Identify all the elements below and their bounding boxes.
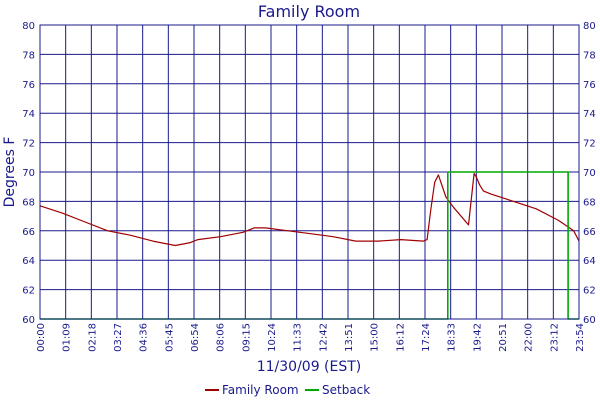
- y-tick-label-right: 66: [583, 227, 596, 238]
- x-tick-label: 20:51: [498, 323, 509, 352]
- y-tick-label-left: 68: [22, 197, 35, 208]
- x-tick-label: 16:12: [395, 323, 406, 352]
- x-tick-label: 04:36: [139, 323, 150, 352]
- x-tick-label: 10:24: [267, 323, 278, 352]
- chart-title: Family Room: [258, 2, 360, 21]
- y-tick-label-right: 74: [583, 109, 596, 120]
- series-line-family-room: [39, 172, 580, 247]
- x-tick-label: 22:00: [524, 323, 535, 352]
- y-tick-label-left: 60: [22, 315, 35, 326]
- y-tick-label-left: 66: [22, 227, 35, 238]
- x-tick-label: 08:06: [216, 323, 227, 352]
- legend-label-family-room: Family Room: [222, 383, 299, 397]
- y-tick-label-right: 68: [583, 197, 596, 208]
- x-tick-label: 23:12: [549, 323, 560, 352]
- x-tick-label: 12:42: [318, 323, 329, 352]
- legend: Family Room Setback: [205, 383, 370, 397]
- x-tick-label: 05:45: [164, 323, 175, 352]
- y-tick-label-right: 62: [583, 286, 596, 297]
- x-tick-label: 18:33: [447, 323, 458, 352]
- x-tick-label: 01:09: [62, 323, 73, 352]
- x-tick-label: 13:51: [344, 323, 355, 352]
- x-tick-label: 19:42: [472, 323, 483, 352]
- y-axis-title: Degrees F: [2, 137, 18, 208]
- x-axis-title: 11/30/09 (EST): [257, 359, 362, 375]
- y-tick-label-right: 64: [583, 256, 596, 267]
- y-tick-label-right: 76: [583, 80, 596, 91]
- y-tick-label-right: 72: [583, 139, 596, 150]
- y-axis-right: 60 62 64 66 68 70 72 74 76 78 80: [583, 21, 596, 326]
- x-tick-label: 11:33: [293, 323, 304, 352]
- y-tick-label-right: 70: [583, 168, 596, 179]
- legend-label-setback: Setback: [322, 383, 370, 397]
- y-tick-label-left: 64: [22, 256, 35, 267]
- y-tick-label-right: 78: [583, 50, 596, 61]
- y-tick-label-left: 72: [22, 139, 35, 150]
- y-tick-label-left: 74: [22, 109, 35, 120]
- x-tick-label: 02:18: [87, 323, 98, 352]
- y-tick-label-left: 76: [22, 80, 35, 91]
- series-line-setback: [40, 171, 579, 320]
- plot-frame: [39, 24, 580, 320]
- x-tick-label: 09:15: [241, 323, 252, 352]
- y-tick-label-left: 70: [22, 168, 35, 179]
- x-tick-label: 17:24: [421, 323, 432, 352]
- y-tick-label-left: 78: [22, 50, 35, 61]
- y-tick-label-right: 80: [583, 21, 596, 32]
- x-tick-label: 23:54: [575, 323, 586, 352]
- y-tick-label-left: 80: [22, 21, 35, 32]
- x-axis: 00:00 01:09 02:18 03:27 04:36 05:45 06:54 08:06…: [36, 323, 586, 352]
- y-tick-label-left: 62: [22, 286, 35, 297]
- y-axis-left: 60 62 64 66 68 70 72 74 76 78 80: [22, 21, 35, 326]
- y-tick-label-right: 60: [583, 315, 596, 326]
- x-tick-label: 00:00: [36, 323, 47, 352]
- x-tick-label: 15:00: [370, 323, 381, 352]
- series-group: [39, 171, 580, 320]
- x-tick-label: 03:27: [113, 323, 124, 352]
- x-tick-label: 06:54: [190, 323, 201, 352]
